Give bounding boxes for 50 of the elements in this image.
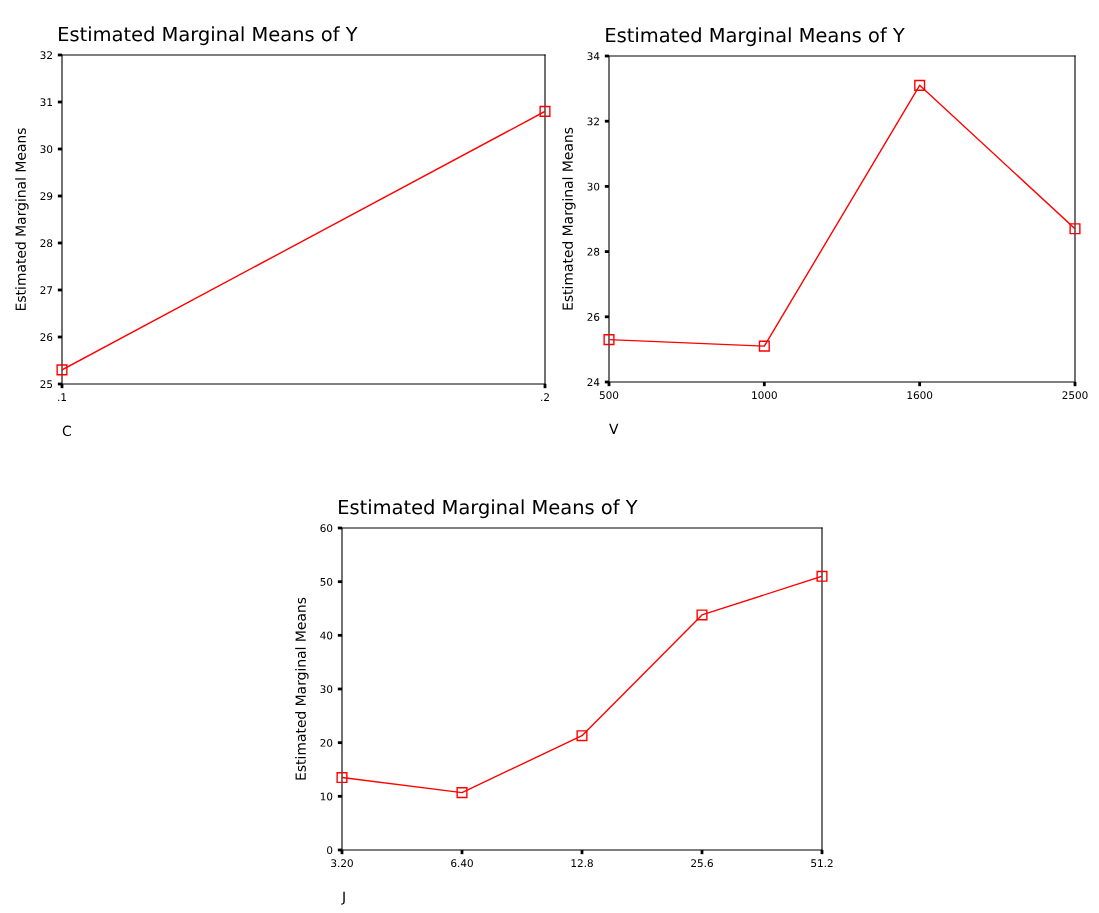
y-tick-label: 34 (587, 52, 600, 61)
x-tick-label: 6.40 (451, 859, 473, 868)
y-tick-label: 32 (40, 51, 52, 60)
point (336, 771, 348, 784)
x-tick-label: 2500 (1062, 391, 1088, 400)
y-tick-label: 20 (320, 738, 333, 747)
x-tick-label: 1000 (752, 391, 777, 400)
y-tick-label: 29 (40, 192, 53, 201)
x-tick-label: 12.8 (571, 859, 593, 868)
x-tick-label: 25.6 (691, 859, 713, 868)
y-axis-title: Estimated Marginal Means (562, 127, 576, 310)
x-tick-label: .2 (541, 393, 549, 401)
y-tick-label: 26 (587, 313, 600, 321)
y-axis-title: Estimated Marginal Means (295, 597, 309, 780)
x-tick-label: 3.20 (331, 859, 353, 868)
point (816, 570, 828, 582)
point (603, 334, 615, 346)
x-tick-label: 1600 (907, 391, 933, 400)
point (696, 609, 708, 621)
y-tick-label: 30 (587, 182, 600, 191)
y-tick-label: 25 (40, 380, 53, 389)
y-tick-label: 10 (320, 792, 333, 801)
chart-title: Estimated Marginal Means of Y (606, 27, 905, 47)
x-tick-label: 51.2 (811, 859, 833, 868)
x-tick-label: 500 (599, 391, 619, 400)
y-tick-label: 30 (320, 685, 333, 694)
chart-title: Estimated Marginal Means of Y (59, 26, 358, 46)
y-tick-label: 0 (327, 846, 333, 855)
x-axis-title: V (609, 423, 619, 434)
point (1069, 223, 1081, 235)
y-tick-label: 60 (320, 524, 333, 533)
y-tick-label: 28 (587, 247, 600, 256)
y-tick-label: 26 (40, 333, 53, 342)
y-tick-label: 24 (587, 378, 600, 386)
y-tick-label: 27 (40, 286, 53, 294)
y-tick-label: 31 (40, 98, 53, 107)
point (914, 79, 926, 91)
y-tick-label: 28 (40, 239, 53, 248)
y-axis-title: Estimated Marginal Means (15, 128, 29, 311)
x-tick-label: .1 (58, 393, 67, 401)
chart-title: Estimated Marginal Means of Y (339, 499, 638, 519)
point (456, 787, 468, 799)
point (758, 340, 770, 352)
x-axis-title: C (62, 425, 71, 437)
y-tick-label: 40 (320, 631, 333, 640)
y-tick-label: 32 (587, 117, 599, 126)
point (576, 730, 588, 742)
x-axis-title: J (341, 891, 345, 905)
y-tick-label: 50 (320, 577, 333, 586)
y-tick-label: 30 (40, 145, 53, 154)
